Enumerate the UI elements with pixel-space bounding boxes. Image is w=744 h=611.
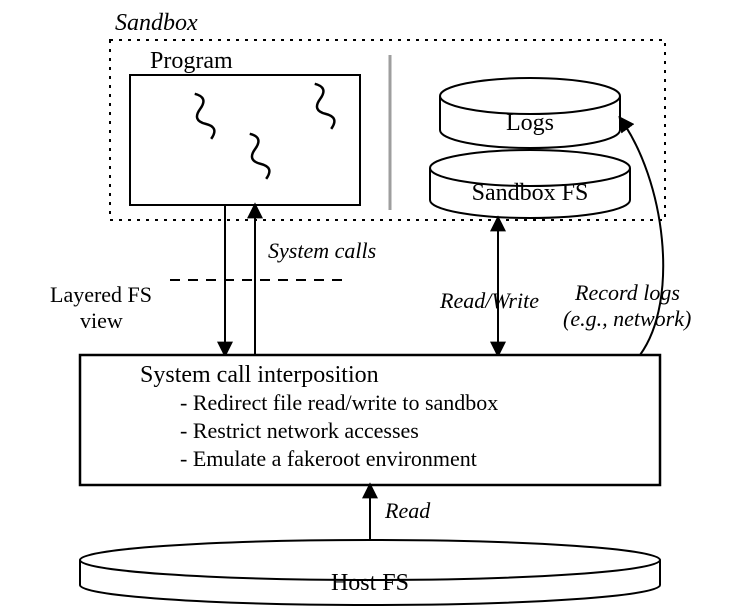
layered-fs-label-1: Layered FS: [50, 282, 152, 307]
recordlogs-label-2: (e.g., network): [563, 306, 691, 331]
program-label: Program: [150, 48, 233, 74]
sandbox-architecture-diagram: Sandbox Program Logs Sandbox FS System c…: [0, 0, 744, 611]
interposition-title: System call interposition: [140, 362, 379, 388]
program-box: [130, 75, 360, 205]
interposition-bullet-3: - Emulate a fakeroot environment: [180, 446, 477, 471]
hostfs-label: Host FS: [331, 570, 409, 596]
logs-label: Logs: [506, 110, 554, 136]
readwrite-label: Read/Write: [439, 288, 539, 313]
thread-icon: [309, 82, 337, 131]
system-calls-label: System calls: [268, 238, 376, 263]
sandbox-title: Sandbox: [115, 10, 198, 36]
read-label: Read: [384, 498, 431, 523]
recordlogs-label-1: Record logs: [574, 280, 680, 305]
interposition-bullet-2: - Restrict network accesses: [180, 418, 419, 443]
thread-squiggles: [189, 82, 337, 181]
thread-icon: [244, 132, 272, 181]
thread-icon: [189, 92, 217, 141]
layered-fs-label-2: view: [80, 308, 123, 333]
interposition-bullet-1: - Redirect file read/write to sandbox: [180, 390, 498, 415]
sandboxfs-label: Sandbox FS: [472, 180, 589, 206]
